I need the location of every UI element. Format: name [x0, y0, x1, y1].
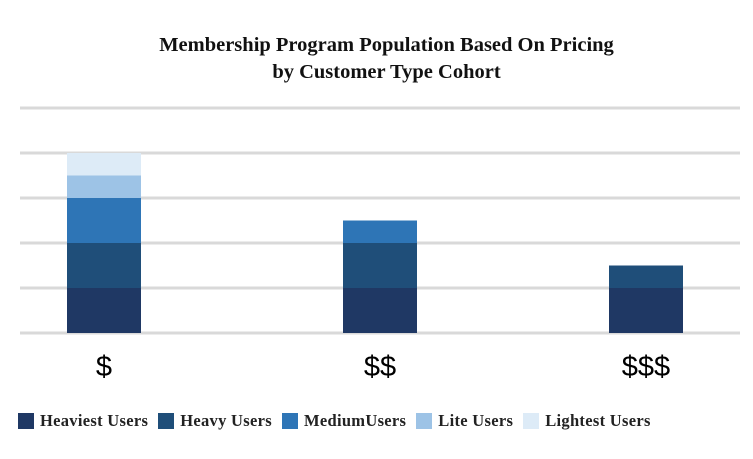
legend-swatch	[416, 413, 433, 429]
bar-segment	[67, 288, 141, 333]
bar-segment	[67, 198, 141, 243]
legend-entry: Heaviest Users	[18, 411, 148, 431]
legend-swatch	[281, 413, 298, 429]
legend-label: Heavy Users	[180, 411, 272, 430]
category-label: $$	[364, 351, 396, 383]
legend-entry: Heavy Users	[158, 411, 272, 431]
legend-swatch	[18, 413, 34, 429]
bar-segment	[67, 153, 141, 176]
legend-entry: Lightest Users	[523, 411, 650, 431]
bar-segment	[343, 220, 417, 243]
category-labels: $ $$ $$$	[96, 351, 670, 383]
legend-label: Heaviest Users	[40, 411, 149, 430]
legend: Heaviest Users Heavy Users MediumUsers Lite…	[18, 408, 748, 434]
category-label: $	[96, 351, 112, 383]
chart-title: Membership Program Population Based On P…	[159, 34, 614, 56]
legend-entry: MediumUsers	[281, 411, 407, 431]
legend-swatch	[158, 413, 175, 429]
legend-swatch	[523, 413, 540, 429]
legend-label: MediumUsers	[303, 411, 407, 430]
chart-subtitle: by Customer Type Cohort	[272, 61, 501, 83]
bar-segment	[67, 175, 141, 198]
bar-segment	[67, 243, 141, 288]
bar-segment	[343, 288, 417, 333]
category-label: $$$	[622, 351, 670, 383]
chart-title-block: Membership Program Population Based On P…	[0, 32, 753, 86]
legend-label: Lite Users	[438, 411, 514, 430]
legend-label: Lightest Users	[545, 411, 651, 430]
legend-entry: Lite Users	[416, 411, 513, 431]
bar-segment	[609, 288, 683, 333]
bars	[67, 153, 683, 333]
bar-segment	[343, 243, 417, 288]
bar-segment	[609, 265, 683, 288]
